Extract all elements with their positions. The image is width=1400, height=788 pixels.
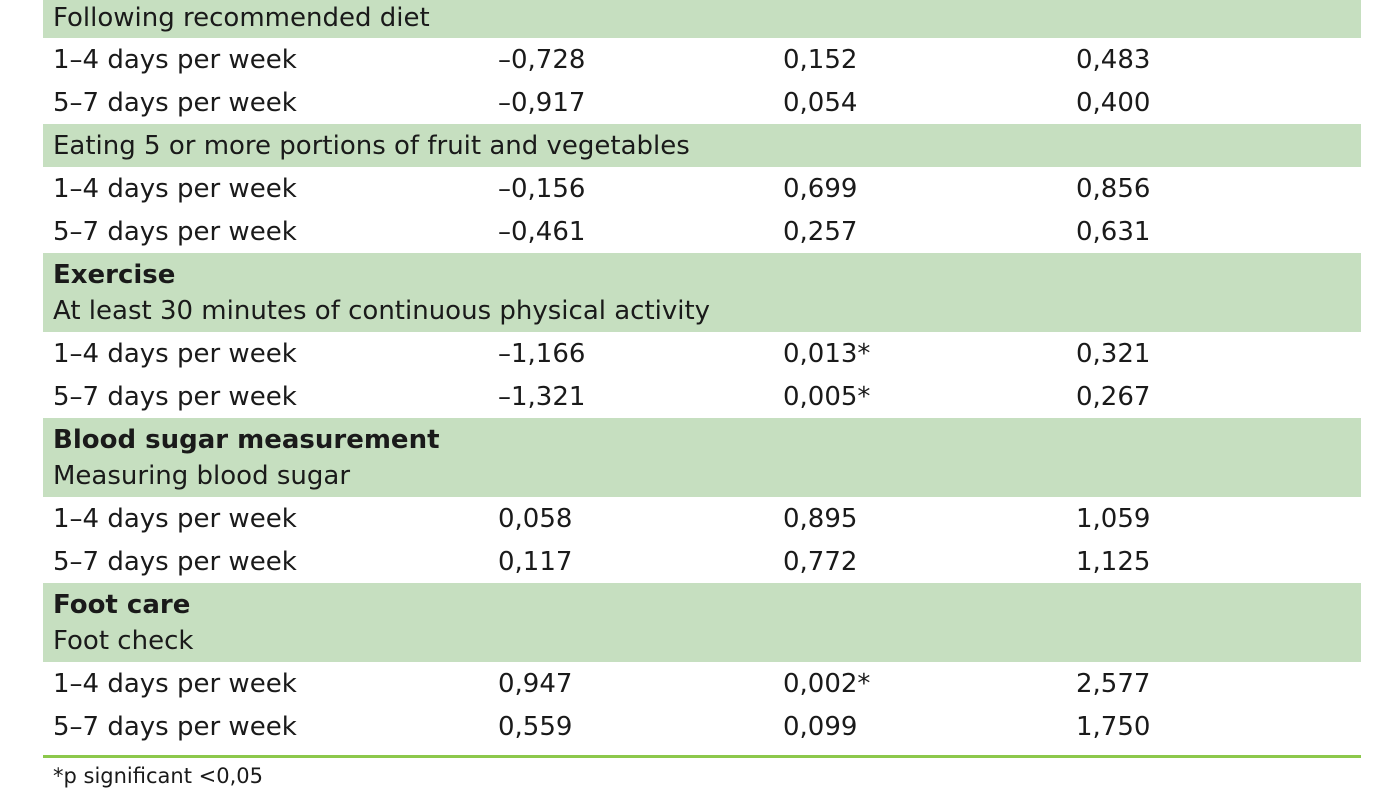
table-row: 1–4 days per week –0,156 0,699 0,856 [43,167,1361,210]
table-row: 1–4 days per week 0,058 0,895 1,059 [43,497,1361,540]
or-value: 0,631 [1076,217,1151,247]
section-header: Eating 5 or more portions of fruit and v… [43,124,1361,167]
p-value: 0,895 [783,504,858,534]
row-label: 1–4 days per week [53,174,297,204]
p-value: 0,152 [783,45,858,75]
section-category: Exercise [53,260,176,290]
b-value: –0,917 [498,88,586,118]
p-value: 0,772 [783,547,858,577]
row-label: 1–4 days per week [53,339,297,369]
or-value: 1,125 [1076,547,1151,577]
section-subtitle: Following recommended diet [53,3,430,33]
section-header: Following recommended diet [43,0,1361,38]
table-row: 5–7 days per week –1,321 0,005* 0,267 [43,375,1361,418]
or-value: 0,267 [1076,382,1151,412]
or-value: 0,321 [1076,339,1151,369]
row-label: 5–7 days per week [53,382,297,412]
or-value: 1,750 [1076,712,1151,742]
p-value: 0,002* [783,669,871,699]
p-value: 0,054 [783,88,858,118]
or-value: 0,483 [1076,45,1151,75]
table-row: 5–7 days per week 0,559 0,099 1,750 [43,705,1361,748]
p-value: 0,099 [783,712,858,742]
b-value: –0,156 [498,174,586,204]
row-label: 5–7 days per week [53,88,297,118]
p-value: 0,005* [783,382,871,412]
or-value: 1,059 [1076,504,1151,534]
or-value: 0,856 [1076,174,1151,204]
b-value: –1,166 [498,339,586,369]
or-value: 0,400 [1076,88,1151,118]
b-value: 0,947 [498,669,573,699]
section-header: Foot care Foot check [43,583,1361,662]
b-value: –0,728 [498,45,586,75]
row-label: 5–7 days per week [53,547,297,577]
section-subtitle: Measuring blood sugar [53,461,351,491]
b-value: –1,321 [498,382,586,412]
row-label: 1–4 days per week [53,45,297,75]
table-bottom-rule [43,755,1361,758]
b-value: 0,559 [498,712,573,742]
section-header: Blood sugar measurement Measuring blood … [43,418,1361,497]
footnote: *p significant <0,05 [53,764,263,788]
table-row: 1–4 days per week 0,947 0,002* 2,577 [43,662,1361,705]
section-subtitle: At least 30 minutes of continuous physic… [53,296,711,326]
row-label: 1–4 days per week [53,669,297,699]
b-value: –0,461 [498,217,586,247]
or-value: 2,577 [1076,669,1151,699]
section-header: Exercise At least 30 minutes of continuo… [43,253,1361,332]
row-label: 5–7 days per week [53,217,297,247]
section-category: Blood sugar measurement [53,425,440,455]
b-value: 0,058 [498,504,573,534]
row-label: 5–7 days per week [53,712,297,742]
table-row: 5–7 days per week –0,461 0,257 0,631 [43,210,1361,253]
b-value: 0,117 [498,547,573,577]
p-value: 0,013* [783,339,871,369]
table-row: 1–4 days per week –0,728 0,152 0,483 [43,38,1361,81]
section-subtitle: Foot check [53,626,194,656]
section-category: Foot care [53,590,191,620]
row-label: 1–4 days per week [53,504,297,534]
table-row: 5–7 days per week –0,917 0,054 0,400 [43,81,1361,124]
section-subtitle: Eating 5 or more portions of fruit and v… [53,131,690,161]
table-row: 5–7 days per week 0,117 0,772 1,125 [43,540,1361,583]
table-row: 1–4 days per week –1,166 0,013* 0,321 [43,332,1361,375]
p-value: 0,257 [783,217,858,247]
p-value: 0,699 [783,174,858,204]
